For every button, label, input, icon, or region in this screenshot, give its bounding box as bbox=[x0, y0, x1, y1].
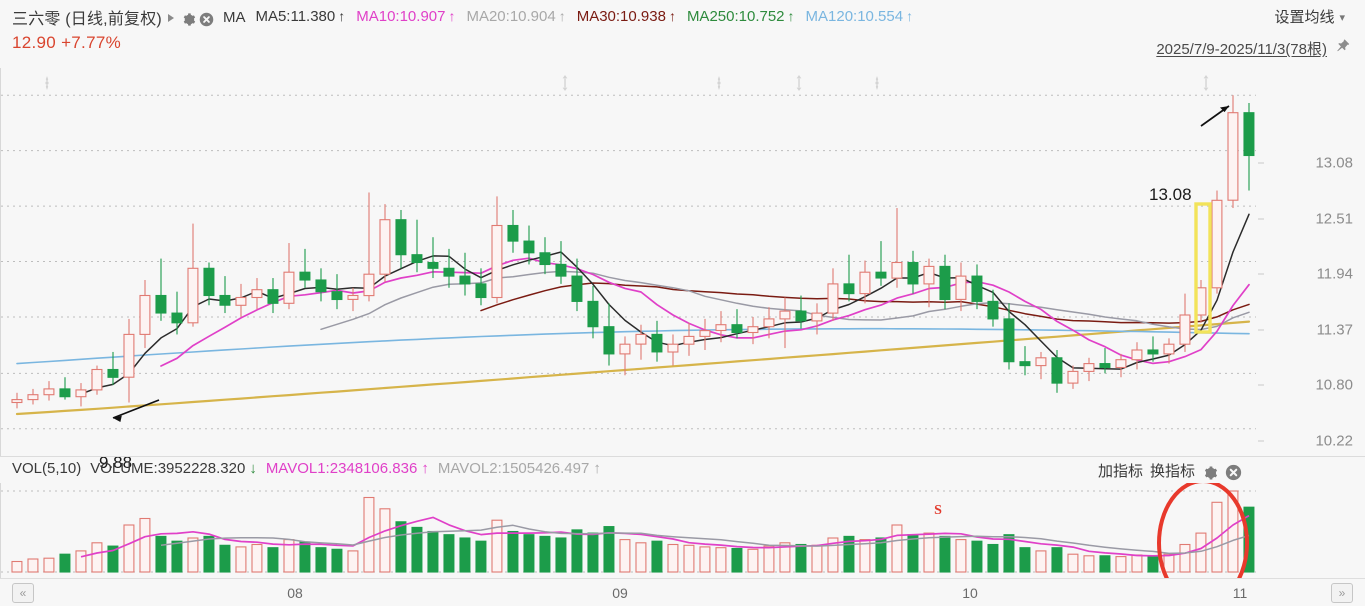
s-marker-icon: S bbox=[931, 500, 945, 518]
volume-axis: 542万0.00 bbox=[1256, 483, 1365, 578]
price-chart-panel[interactable]: 13.08 9.88 S bbox=[0, 68, 1257, 518]
volume-arrow: ↓ bbox=[249, 460, 257, 477]
ma-value-2: MA20:10.904 bbox=[466, 8, 556, 25]
x-axis-label: 08 bbox=[287, 585, 303, 601]
volume-title: VOL(5,10) bbox=[12, 460, 82, 477]
session-marker-icon bbox=[41, 75, 53, 91]
mavol2-value: MAVOL2:1505426.497 bbox=[437, 460, 590, 477]
gear-icon[interactable] bbox=[1202, 465, 1218, 481]
svg-text:S: S bbox=[934, 503, 942, 518]
symbol-name: 三六零 (日线,前复权) bbox=[12, 11, 162, 28]
low-price-annotation: 9.88 bbox=[99, 453, 133, 472]
price-axis-label: 12.51 bbox=[1315, 210, 1353, 228]
ma-values-list: MA5:11.380 ↑ MA10:10.907 ↑ MA20:10.904 ↑ MA30:… bbox=[255, 8, 924, 26]
price-chart-canvas bbox=[1, 94, 1257, 430]
price-summary: 12.90 +7.77% bbox=[12, 33, 121, 53]
add-indicator-button[interactable]: 加指标 bbox=[1097, 463, 1143, 480]
ma-arrow-5: ↑ bbox=[906, 8, 914, 24]
volume-values: VOL(5,10) VOLUME:3952228.320 ↓ MAVOL1:23… bbox=[12, 460, 610, 477]
price-axis-label: 11.94 bbox=[1316, 265, 1353, 283]
scroll-right-button[interactable]: » bbox=[1331, 583, 1353, 603]
change-indicator-button[interactable]: 换指标 bbox=[1149, 463, 1195, 480]
close-icon[interactable] bbox=[199, 12, 214, 27]
ma-arrow-0: ↑ bbox=[338, 8, 346, 24]
triangle-right-icon[interactable] bbox=[167, 14, 174, 22]
current-price: 12.90 bbox=[12, 33, 57, 52]
change-percent: +7.77% bbox=[61, 33, 122, 52]
header-indicator-row: 三六零 (日线,前复权) MA MA5:11.380 ↑ MA10:10.907 ↑ M… bbox=[12, 5, 924, 29]
price-axis-tick bbox=[1258, 384, 1264, 386]
price-axis-tick bbox=[1258, 218, 1264, 220]
date-range-label[interactable]: 2025/7/9-2025/11/3(78根) bbox=[1156, 41, 1327, 58]
x-axis-label: 11 bbox=[1232, 585, 1248, 601]
session-marker-icon bbox=[1200, 75, 1212, 91]
x-axis-label: 10 bbox=[962, 585, 978, 601]
scroll-left-button[interactable]: « bbox=[12, 583, 34, 603]
ma-value-1: MA10:10.907 bbox=[356, 8, 446, 25]
volume-value: VOLUME:3952228.320 bbox=[90, 460, 246, 477]
close-icon[interactable] bbox=[1225, 464, 1242, 481]
gear-icon[interactable] bbox=[181, 12, 196, 27]
ma-arrow-2: ↑ bbox=[558, 8, 566, 24]
ma-value-0: MA5:11.380 bbox=[255, 8, 336, 25]
x-axis-label: 09 bbox=[612, 585, 628, 601]
volume-header-actions: 加指标 换指标 bbox=[1098, 460, 1242, 481]
volume-header: VOL(5,10) VOLUME:3952228.320 ↓ MAVOL1:23… bbox=[0, 457, 1256, 483]
ma-arrow-3: ↑ bbox=[668, 8, 676, 24]
session-marker-icon bbox=[793, 75, 805, 91]
price-axis-tick bbox=[1258, 329, 1264, 330]
x-axis: 08 09 10 11 « » bbox=[0, 578, 1365, 606]
session-marker-icon bbox=[713, 75, 725, 91]
ma-value-4: MA250:10.752 bbox=[686, 8, 785, 25]
price-axis-label: 10.80 bbox=[1315, 376, 1353, 394]
ma-arrow-4: ↑ bbox=[787, 8, 795, 24]
price-axis-label: 11.37 bbox=[1316, 321, 1353, 338]
mavol1-arrow: ↑ bbox=[421, 460, 429, 477]
chevron-down-icon: ▾ bbox=[1339, 12, 1345, 24]
price-axis-label: 13.08 bbox=[1315, 154, 1353, 172]
high-price-annotation: 13.08 bbox=[1149, 185, 1192, 204]
price-axis-tick bbox=[1258, 162, 1264, 164]
pin-icon[interactable] bbox=[1335, 38, 1351, 54]
ma-arrow-1: ↑ bbox=[448, 8, 456, 24]
ma-value-3: MA30:10.938 bbox=[576, 8, 666, 25]
chart-header: 三六零 (日线,前复权) MA MA5:11.380 ↑ MA10:10.907 ↑ M… bbox=[0, 0, 1365, 68]
price-axis-tick bbox=[1258, 440, 1264, 442]
session-marker-icon bbox=[871, 75, 883, 91]
price-axis-label: 10.22 bbox=[1315, 432, 1353, 450]
mavol1-value: MAVOL1:2348106.836 bbox=[265, 460, 418, 477]
settings-ma-button[interactable]: 设置均线 ▾ bbox=[1274, 6, 1345, 27]
indicator-tag: MA bbox=[222, 8, 246, 26]
price-axis-tick bbox=[1258, 273, 1264, 275]
mavol2-arrow: ↑ bbox=[593, 460, 601, 477]
volume-chart-canvas bbox=[1, 483, 1257, 578]
session-marker-icon bbox=[559, 75, 571, 91]
panel-divider bbox=[0, 456, 1365, 457]
settings-ma-label: 设置均线 bbox=[1274, 9, 1335, 26]
volume-chart-panel[interactable] bbox=[0, 483, 1257, 578]
ma-value-5: MA120:10.554 bbox=[805, 8, 904, 25]
